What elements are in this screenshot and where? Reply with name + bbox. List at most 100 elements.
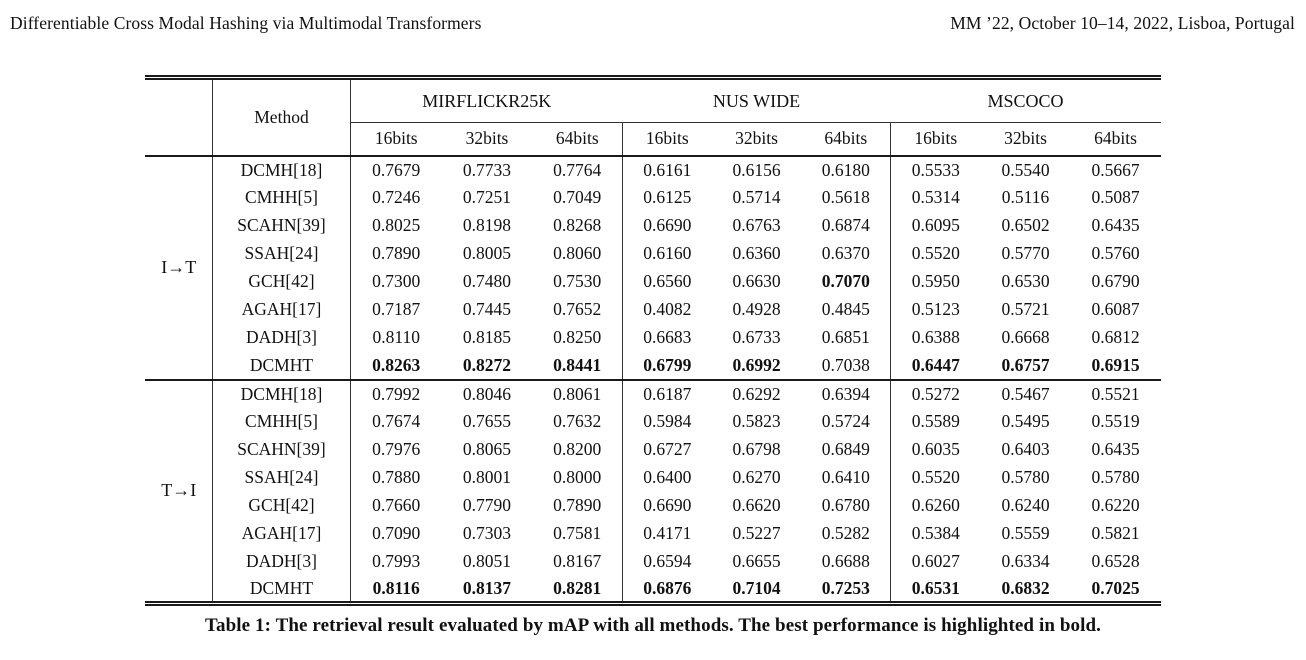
- map-value: 0.6668: [1001, 327, 1050, 347]
- map-value: 0.5950: [911, 271, 960, 291]
- table-row: SCAHN[39] 0.7976 0.8065 0.8200 0.6727 0.6798 0…: [145, 435, 1160, 464]
- map-value: 0.7733: [462, 159, 512, 180]
- method-name: DADH[3]: [212, 323, 351, 352]
- method-name: CMHH[5]: [212, 183, 351, 212]
- map-value: 0.5770: [1001, 243, 1050, 263]
- map-value: 0.6292: [732, 383, 781, 404]
- map-value: 0.8116: [372, 577, 420, 598]
- method-name: DCMHT: [212, 575, 351, 604]
- bits-column-header: 16bits: [645, 128, 689, 149]
- map-value: 0.5314: [911, 187, 960, 207]
- map-value: 0.6690: [643, 215, 692, 235]
- map-value: 0.8272: [462, 354, 512, 375]
- table-row: I→T DCMH[18] 0.7679 0.7733 0.7764 0.6161 0.615…: [145, 155, 1160, 380]
- table-row: DADH[3] 0.7993 0.8051 0.8167 0.6594 0.6655 0.6…: [145, 547, 1160, 576]
- method-name: SSAH[24]: [212, 463, 351, 492]
- conference-info: MM ’22, October 10–14, 2022, Lisboa, Por…: [950, 13, 1295, 33]
- map-value: 0.7992: [372, 383, 421, 404]
- table-row: AGAH[17] 0.7187 0.7445 0.7652 0.4082 0.4928 0.…: [145, 295, 1160, 324]
- map-value: 0.6727: [643, 439, 692, 459]
- map-value: 0.7480: [462, 271, 512, 291]
- map-value: 0.7632: [532, 407, 624, 436]
- map-value: 0.6187: [643, 383, 692, 404]
- table-header: Method MIRFLICKR25K NUS WIDE MSCOCO 16bi…: [145, 77, 1161, 156]
- map-value: 0.7790: [462, 495, 512, 515]
- map-value: 0.6156: [732, 159, 781, 180]
- bits-header-row: 16bits 32bits 64bits 16bits 32bits 64bit…: [145, 122, 1160, 156]
- bits-column-header: 16bits: [914, 128, 958, 149]
- map-value: 0.6394: [801, 379, 891, 408]
- table-row: DCMHT 0.8116 0.8137 0.8281 0.6876 0.7104 0.725…: [145, 575, 1160, 604]
- map-value: 0.5667: [1091, 159, 1140, 180]
- map-value: 0.6688: [801, 547, 891, 576]
- map-value: 0.6849: [801, 435, 891, 464]
- map-value: 0.8263: [372, 354, 421, 375]
- group-header-row: Method MIRFLICKR25K NUS WIDE MSCOCO: [145, 77, 1161, 156]
- map-value: 0.5384: [911, 523, 960, 543]
- map-value: 0.6757: [1001, 354, 1050, 375]
- map-value: 0.6655: [732, 551, 781, 571]
- map-value: 0.7890: [532, 491, 624, 520]
- map-value: 0.5724: [801, 407, 891, 436]
- map-value: 0.6832: [1001, 577, 1050, 598]
- map-value: 0.5227: [732, 523, 781, 543]
- map-value: 0.5821: [1091, 523, 1140, 543]
- map-value: 0.6125: [643, 187, 692, 207]
- map-value: 0.5823: [732, 411, 781, 431]
- map-value: 0.6620: [732, 495, 781, 515]
- map-value: 0.7049: [532, 183, 624, 212]
- map-value: 0.6594: [643, 551, 692, 571]
- table-row: GCH[42] 0.7660 0.7790 0.7890 0.6690 0.6620 0.6…: [145, 491, 1160, 520]
- map-value: 0.8185: [462, 327, 512, 347]
- map-value: 0.7674: [372, 411, 421, 431]
- map-value: 0.6403: [1001, 439, 1050, 459]
- map-value: 0.6874: [801, 211, 891, 240]
- map-value: 0.7652: [532, 295, 624, 324]
- method-name: DCMH[18]: [212, 155, 351, 184]
- map-value: 0.6400: [643, 467, 692, 487]
- bits-column-header: 32bits: [465, 128, 509, 149]
- table-row: CMHH[5] 0.7246 0.7251 0.7049 0.6125 0.5714 0.5…: [145, 183, 1160, 212]
- map-value: 0.8001: [462, 467, 512, 487]
- map-value: 0.8025: [372, 215, 421, 235]
- block-text-to-image: T→I DCMH[18] 0.7992 0.8046 0.8061 0.6187 0.629…: [145, 379, 1161, 604]
- map-value: 0.7445: [462, 299, 512, 319]
- map-value: 0.7104: [732, 577, 781, 598]
- map-value: 0.6780: [801, 491, 891, 520]
- bits-column-header: 32bits: [735, 128, 778, 149]
- table-row: AGAH[17] 0.7090 0.7303 0.7581 0.4171 0.5227 0.…: [145, 519, 1160, 548]
- map-value: 0.8046: [462, 383, 512, 404]
- map-value: 0.6370: [801, 239, 891, 268]
- map-value: 0.8051: [462, 551, 512, 571]
- map-value: 0.8268: [532, 211, 624, 240]
- table-row: DCMHT 0.8263 0.8272 0.8441 0.6799 0.6992 0.703…: [145, 351, 1160, 380]
- map-value: 0.6630: [732, 271, 781, 291]
- map-value: 0.8000: [532, 463, 624, 492]
- map-value: 0.6220: [1091, 495, 1140, 515]
- bits-column-header: 64bits: [532, 122, 624, 156]
- map-value: 0.4082: [643, 299, 692, 319]
- map-value: 0.7890: [372, 243, 421, 263]
- page-header: Differentiable Cross Modal Hashing via M…: [0, 0, 1306, 34]
- map-value: 0.6260: [911, 495, 960, 515]
- bits-column-header: 64bits: [1094, 128, 1137, 149]
- map-value: 0.6560: [643, 271, 692, 291]
- map-value: 0.8061: [532, 379, 624, 408]
- results-table: Method MIRFLICKR25K NUS WIDE MSCOCO 16bi…: [145, 75, 1161, 606]
- map-value: 0.8198: [462, 215, 512, 235]
- bits-column-header: 16bits: [374, 128, 418, 149]
- map-value: 0.5533: [911, 159, 960, 180]
- bits-column-header: 32bits: [1004, 128, 1047, 149]
- table-row: T→I DCMH[18] 0.7992 0.8046 0.8061 0.6187 0.629…: [145, 379, 1160, 604]
- map-value: 0.6992: [732, 354, 781, 375]
- map-value: 0.5272: [911, 383, 960, 404]
- map-value: 0.5123: [911, 299, 960, 319]
- map-value: 0.6410: [801, 463, 891, 492]
- map-value: 0.6812: [1091, 327, 1140, 347]
- task-direction-label: I→T: [145, 155, 213, 380]
- map-value: 0.6334: [1001, 551, 1050, 571]
- map-value: 0.6447: [911, 354, 960, 375]
- method-name: GCH[42]: [212, 491, 351, 520]
- map-value: 0.4928: [732, 299, 781, 319]
- map-value: 0.7679: [372, 159, 421, 180]
